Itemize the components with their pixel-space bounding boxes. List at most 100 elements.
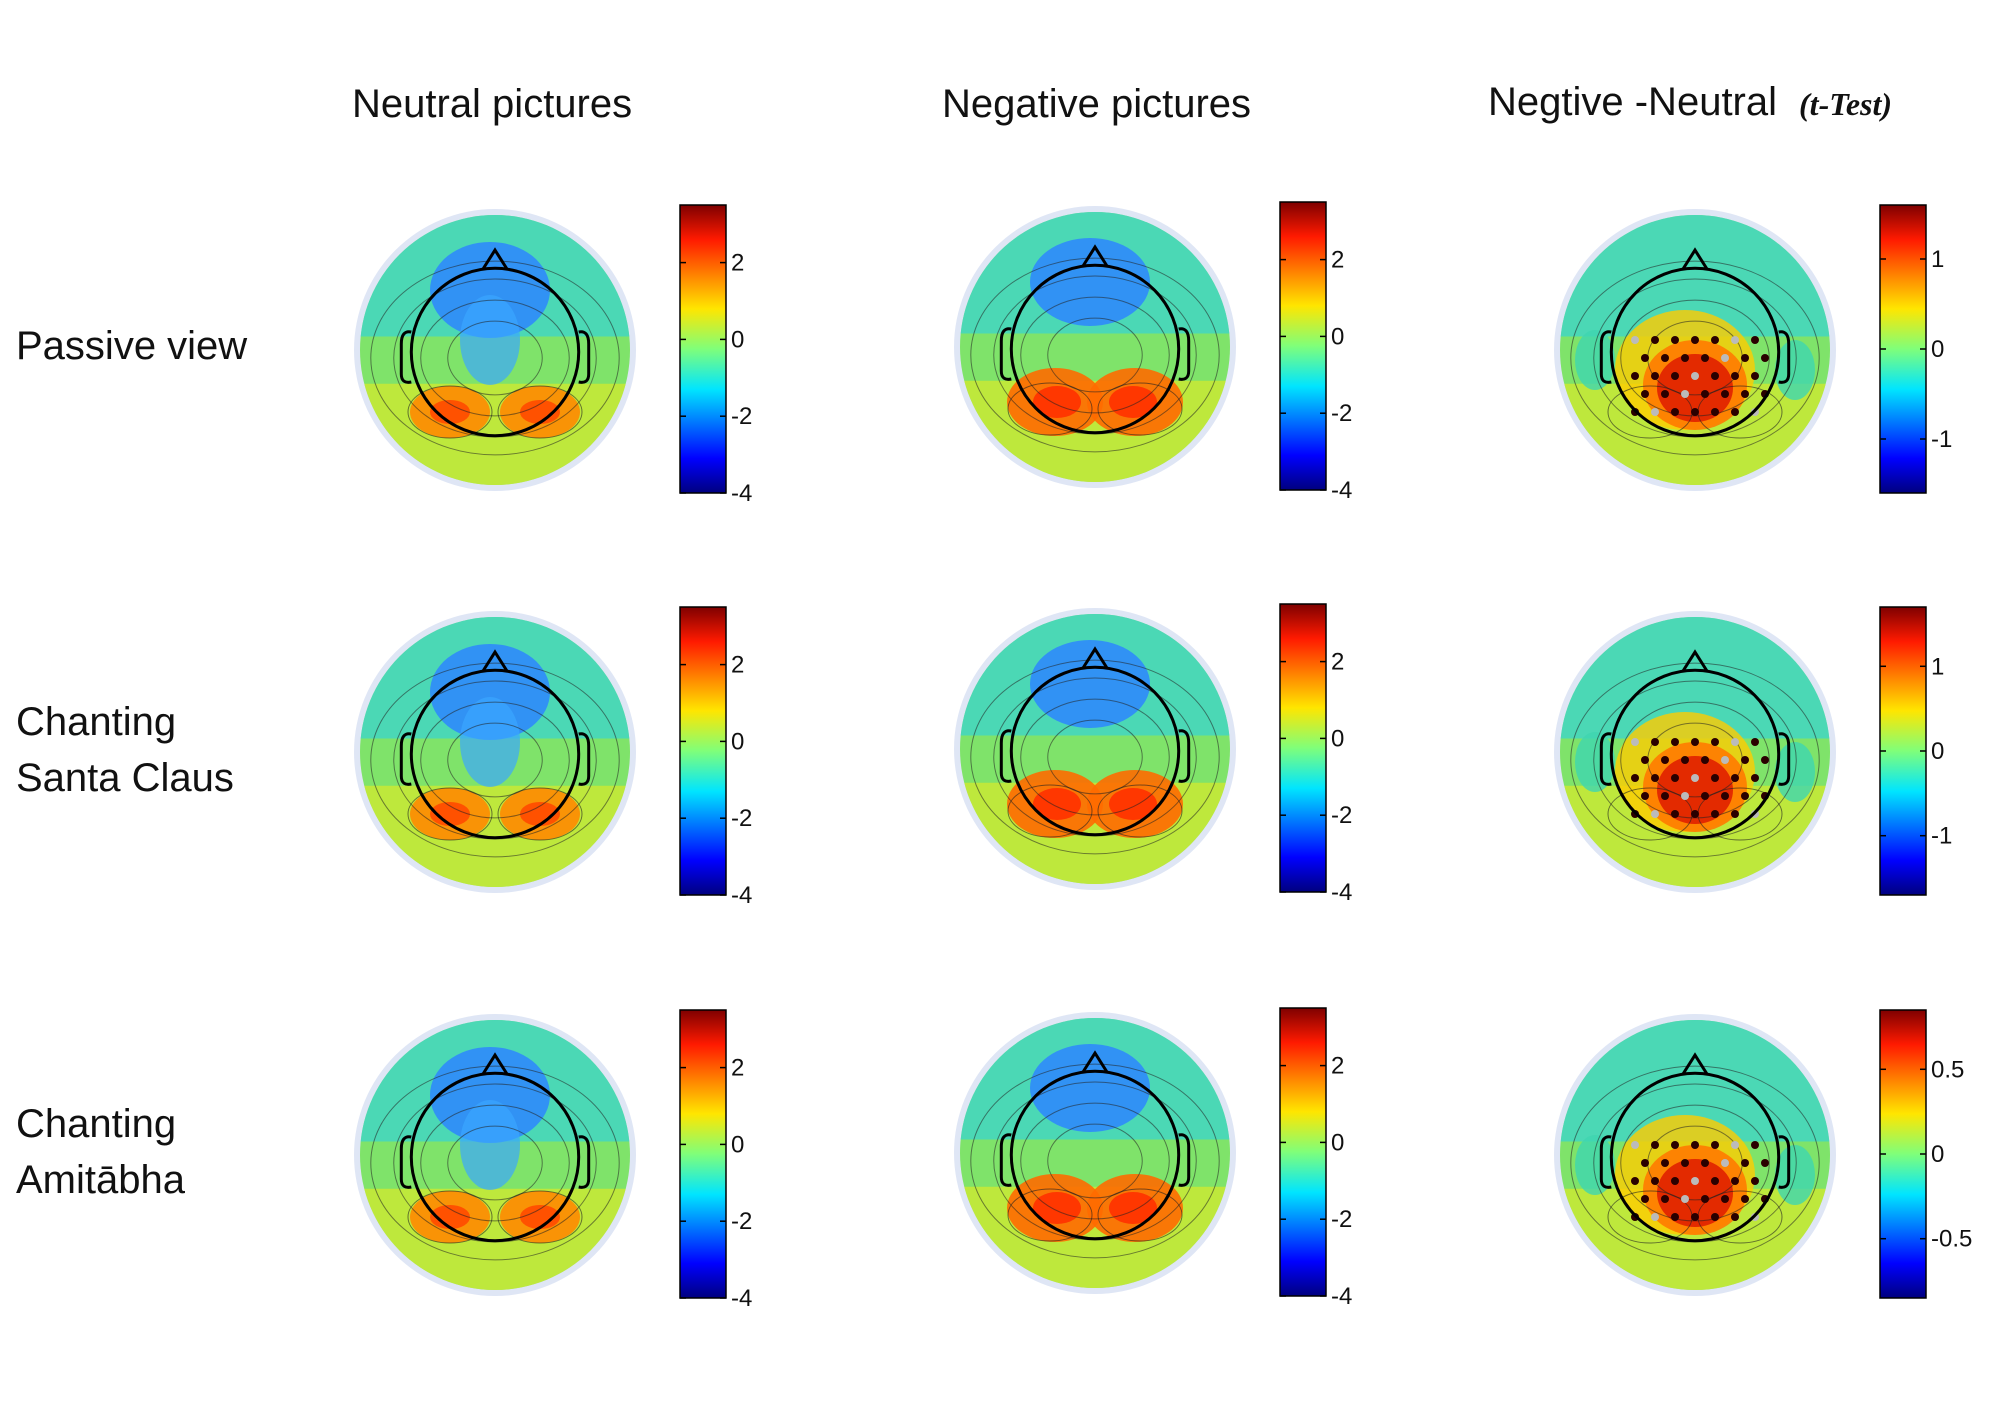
electrode-dot: [1751, 1141, 1759, 1149]
ear-icon: [578, 1135, 591, 1189]
nose-icon: [1681, 1052, 1709, 1075]
electrode-dot: [1671, 774, 1679, 782]
row-label-santa: Chanting Santa Claus: [16, 694, 234, 806]
colorbar-tick-label: -4: [1331, 879, 1352, 906]
ear-icon: [399, 732, 412, 786]
electrode-dot: [1641, 756, 1649, 764]
electrode-dot: [1651, 1177, 1659, 1185]
electrode-dot: [1641, 792, 1649, 800]
ear-icon: [1778, 1135, 1791, 1189]
ear-icon: [1599, 732, 1612, 786]
colorbar-tick-label: 2: [731, 250, 744, 277]
colorbar-tick-label: -2: [731, 805, 752, 832]
electrode-dot: [1631, 336, 1639, 344]
colorbar-tick-label: 0: [1331, 323, 1344, 350]
electrode-dot: [1631, 774, 1639, 782]
colorbar-tick-label: 1: [1931, 246, 1944, 273]
ear-icon: [999, 729, 1012, 783]
colorbar-tick-label: 2: [1331, 247, 1344, 274]
electrode-dot: [1671, 810, 1679, 818]
colorbar-tick-label: -4: [731, 480, 752, 507]
electrode-dot: [1661, 1159, 1669, 1167]
electrode-dot: [1681, 792, 1689, 800]
electrode-dot: [1661, 756, 1669, 764]
column-title-negative-text: Negative pictures: [942, 82, 1252, 126]
row-label-line: Amitābha: [16, 1158, 185, 1202]
electrode-dot: [1711, 1213, 1719, 1221]
electrode-dot: [1741, 792, 1749, 800]
colorbar-gradient: [679, 204, 727, 494]
nose-icon: [1081, 244, 1109, 267]
colorbar-tick-label: -4: [1331, 477, 1352, 504]
electrode-dot: [1721, 390, 1729, 398]
column-title-neutral-text: Neutral pictures: [352, 82, 633, 126]
electrode-dot: [1721, 1159, 1729, 1167]
electrode-dot: [1681, 1159, 1689, 1167]
colorbar: 2 0 -2 -4: [1279, 1007, 1352, 1310]
electrode-dot: [1751, 372, 1759, 380]
electrode-dot: [1691, 738, 1699, 746]
row-label-amitabha: Chanting Amitābha: [16, 1096, 185, 1208]
colorbar-tick-label: 0: [1931, 1141, 1944, 1168]
colorbar-tick-label: 2: [1331, 1053, 1344, 1080]
electrode-dot: [1631, 372, 1639, 380]
colorbar-tick-label: 0: [1331, 725, 1344, 752]
electrode-dot: [1651, 810, 1659, 818]
head-outline: [399, 247, 591, 438]
topomap-santa-neutral: 2 0 -2 -4: [354, 606, 752, 909]
row-label-line: Santa Claus: [16, 756, 234, 800]
electrode-dot: [1641, 1159, 1649, 1167]
electrode-dot: [1681, 756, 1689, 764]
electrode-dot: [1711, 372, 1719, 380]
electrode-dot: [1751, 336, 1759, 344]
electrode-dot: [1701, 756, 1709, 764]
electrode-dot: [1761, 756, 1769, 764]
row-label-passive: Passive view: [16, 318, 247, 374]
row-label-line: Passive view: [16, 324, 248, 368]
colorbar-tick-label: 0: [731, 326, 744, 353]
nose-icon: [1081, 646, 1109, 669]
column-title-ttest: (t-Test): [1799, 86, 1893, 122]
colorbar: 2 0 -2 -4: [1279, 201, 1352, 504]
head-outline: [999, 244, 1191, 435]
electrode-dot: [1751, 1177, 1759, 1185]
electrode-dot: [1631, 1141, 1639, 1149]
head-outline: [399, 649, 591, 840]
electrode-dot: [1661, 1195, 1669, 1203]
colorbar-tick-label: 2: [731, 1055, 744, 1082]
colorbar-gradient: [1279, 603, 1327, 893]
electrode-dot: [1701, 354, 1709, 362]
electrode-dot: [1701, 390, 1709, 398]
electrode-dot: [1741, 1159, 1749, 1167]
significance-dots: [1631, 1141, 1769, 1221]
colorbar-tick-label: 0: [1331, 1129, 1344, 1156]
topomap-amitabha-negative: 2 0 -2 -4: [954, 1007, 1352, 1310]
colorbar-tick-label: 2: [1331, 649, 1344, 676]
electrode-dot: [1711, 774, 1719, 782]
ear-icon: [1178, 1133, 1191, 1187]
electrode-dot: [1691, 372, 1699, 380]
electrode-dot: [1651, 1141, 1659, 1149]
electrode-dot: [1681, 390, 1689, 398]
electrode-dot: [1721, 354, 1729, 362]
electrode-dot: [1661, 390, 1669, 398]
colorbar-gradient: [1879, 204, 1927, 494]
electrode-dot: [1751, 774, 1759, 782]
electrode-dot: [1701, 1195, 1709, 1203]
colorbar: 1 0 -1: [1879, 204, 1952, 494]
scalp-field: [1560, 617, 1830, 887]
scalp-field: [960, 614, 1230, 884]
scalp-field: [360, 215, 630, 485]
electrode-dot: [1761, 354, 1769, 362]
colorbar: 1 0 -1: [1879, 606, 1952, 896]
ear-icon: [399, 330, 412, 384]
colorbar-tick-label: -2: [1331, 400, 1352, 427]
electrode-dot: [1721, 756, 1729, 764]
scalp-field: [1560, 215, 1830, 485]
electrode-dot: [1731, 774, 1739, 782]
electrode-dot: [1651, 774, 1659, 782]
ear-icon: [578, 732, 591, 786]
head-outline: [999, 646, 1191, 837]
colorbar-tick-label: -1: [1931, 823, 1952, 850]
topomap-amitabha-difference: 0.5 0 -0.5: [1554, 1009, 1972, 1299]
